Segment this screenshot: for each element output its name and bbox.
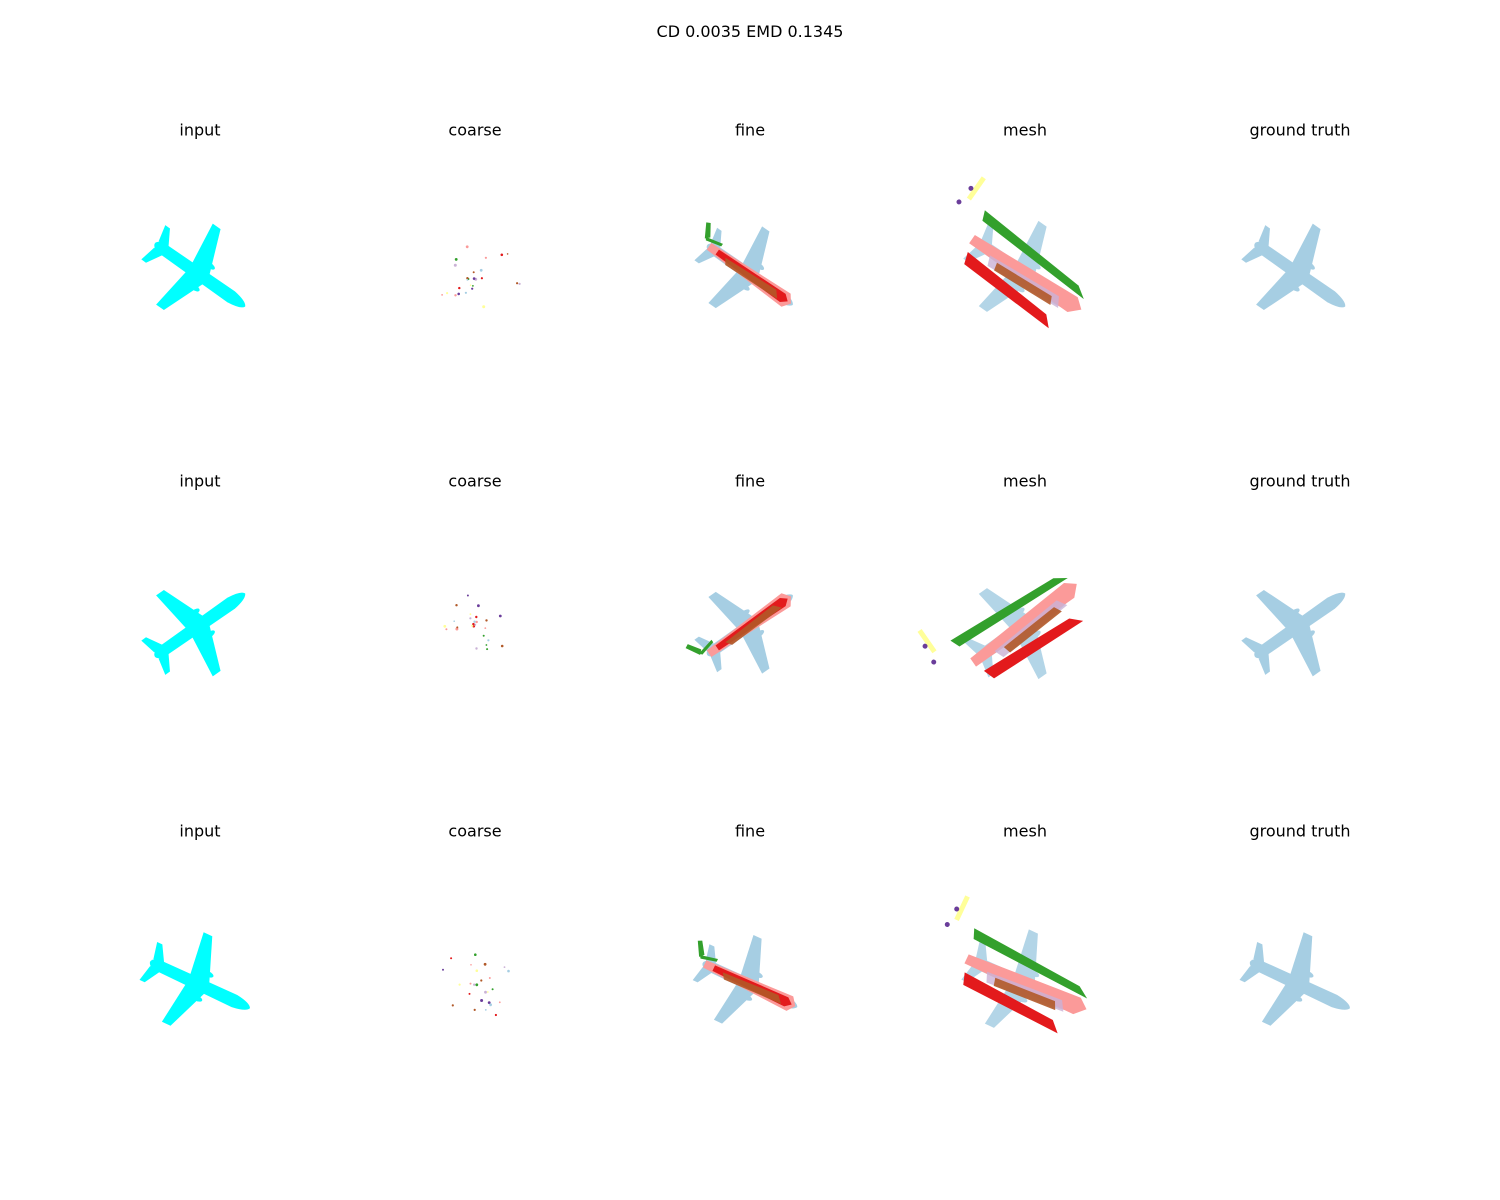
coarse-point-cloud (441, 245, 521, 309)
mesh-reconstruction (956, 176, 1084, 329)
figure-title: CD 0.0035 EMD 0.1345 (656, 22, 844, 41)
mesh-reconstruction (917, 577, 1084, 680)
fine-point-cloud (694, 222, 793, 309)
ground-truth-point-cloud (1239, 932, 1350, 1026)
panel-title-fine: fine (735, 822, 765, 841)
panel-title-fine: fine (735, 472, 765, 491)
panel-title-input: input (179, 472, 220, 491)
panel-title-ground-truth: ground truth (1249, 121, 1350, 140)
panel-title-coarse: coarse (448, 472, 501, 491)
coarse-point-cloud (442, 953, 510, 1017)
ground-truth-point-cloud (1241, 223, 1346, 311)
panel-title-fine: fine (735, 121, 765, 140)
coarse-point-cloud (443, 594, 504, 651)
ground-truth-point-cloud (1241, 589, 1346, 677)
input-point-cloud (139, 932, 250, 1026)
panel-title-input: input (179, 121, 220, 140)
fine-point-cloud (692, 934, 798, 1024)
panel-title-mesh: mesh (1003, 121, 1047, 140)
input-point-cloud (141, 223, 246, 311)
panel-title-coarse: coarse (448, 121, 501, 140)
mesh-reconstruction (944, 895, 1088, 1034)
panel-title-coarse: coarse (448, 822, 501, 841)
panel-title-ground-truth: ground truth (1249, 472, 1350, 491)
fine-point-cloud (685, 591, 793, 674)
panel-title-mesh: mesh (1003, 822, 1047, 841)
panel-title-ground-truth: ground truth (1249, 822, 1350, 841)
input-point-cloud (141, 589, 246, 677)
panel-title-input: input (179, 822, 220, 841)
panel-title-mesh: mesh (1003, 472, 1047, 491)
